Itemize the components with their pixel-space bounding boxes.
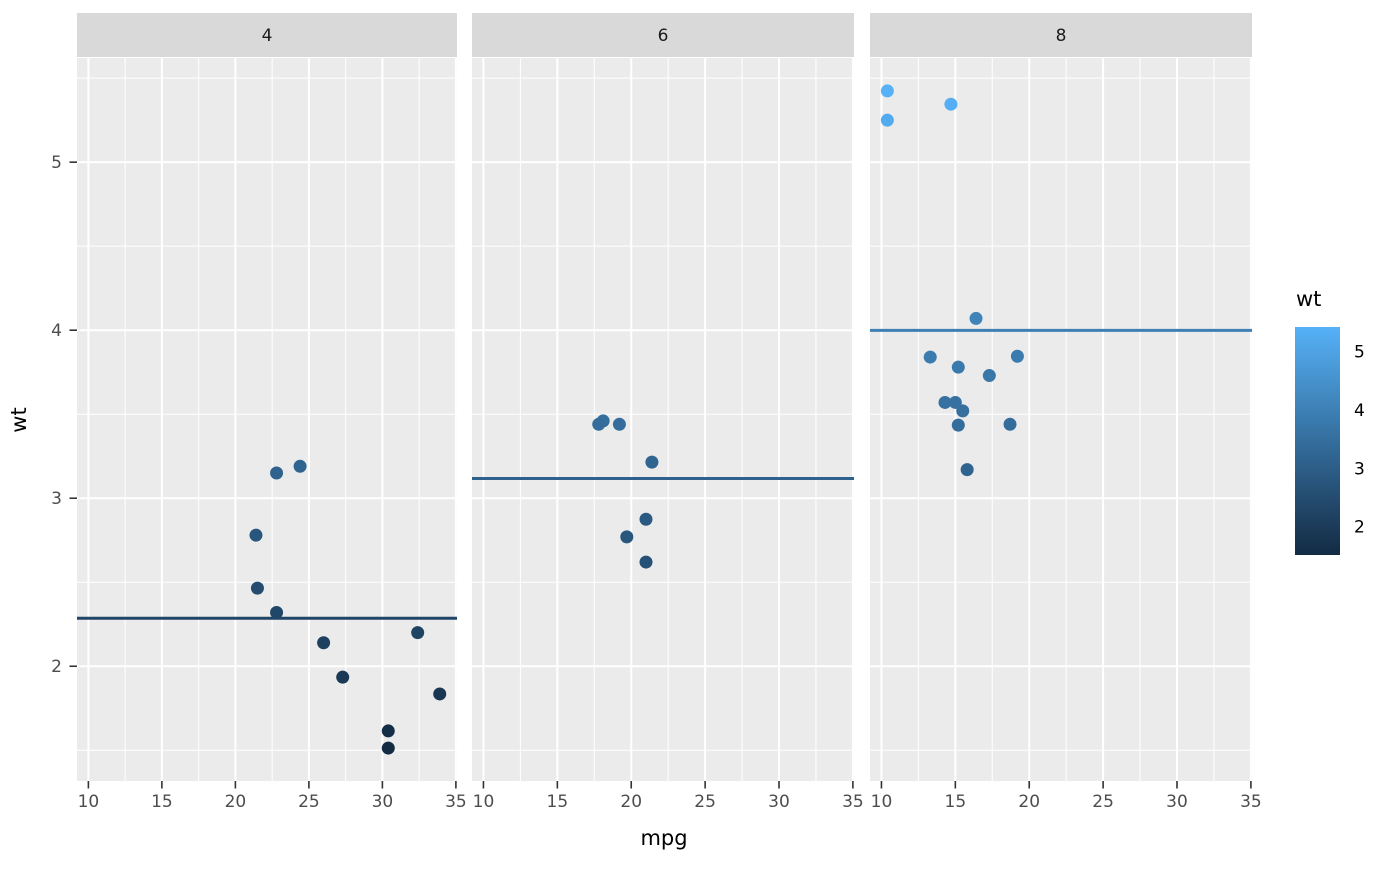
data-point — [620, 530, 634, 544]
data-point — [923, 350, 937, 364]
x-tick-label: 15 — [151, 792, 173, 812]
data-point — [645, 455, 659, 469]
data-point — [951, 360, 965, 374]
legend-tick-label: 2 — [1354, 518, 1365, 538]
data-point — [960, 463, 974, 477]
facet-strip-label: 6 — [658, 26, 669, 46]
data-point — [944, 97, 958, 111]
data-point — [270, 605, 284, 619]
x-tick-label: 35 — [445, 792, 467, 812]
x-axis-title: mpg — [640, 826, 687, 850]
x-tick-label: 20 — [620, 792, 642, 812]
data-point — [951, 418, 965, 432]
facet-strip-label: 4 — [262, 26, 273, 46]
facet-strip-label: 8 — [1056, 26, 1067, 46]
y-tick-label: 5 — [51, 153, 62, 173]
x-tick-label: 35 — [1240, 792, 1262, 812]
x-tick-label: 10 — [871, 792, 893, 812]
data-point — [612, 417, 626, 431]
data-point — [250, 581, 264, 595]
data-point — [381, 724, 395, 738]
data-point — [639, 555, 653, 569]
x-tick-label: 10 — [473, 792, 495, 812]
x-tick-label: 20 — [225, 792, 247, 812]
x-tick-label: 30 — [768, 792, 790, 812]
legend-title: wt — [1296, 287, 1321, 311]
facet-strip — [77, 13, 457, 57]
panel-background — [77, 58, 457, 781]
data-point — [336, 670, 350, 684]
data-point — [411, 626, 425, 640]
x-tick-label: 20 — [1018, 792, 1040, 812]
data-point — [317, 636, 331, 650]
panel-background — [472, 58, 854, 781]
data-point — [433, 687, 447, 701]
legend-tick-label: 4 — [1354, 401, 1365, 421]
data-point — [270, 466, 284, 480]
data-point — [293, 459, 307, 473]
data-point — [1003, 417, 1017, 431]
data-point — [1010, 349, 1024, 363]
data-point — [948, 395, 962, 409]
x-tick-label: 30 — [372, 792, 394, 812]
facet-strip — [472, 13, 854, 57]
legend-tick-label: 3 — [1354, 459, 1365, 479]
data-point — [969, 311, 983, 325]
legend-tick-label: 5 — [1354, 343, 1365, 363]
data-point — [938, 395, 952, 409]
y-tick-label: 4 — [51, 321, 62, 341]
legend-gradient-bar — [1295, 327, 1340, 555]
x-tick-label: 15 — [945, 792, 967, 812]
y-axis-title: wt — [7, 407, 31, 432]
data-point — [249, 528, 263, 542]
x-tick-label: 30 — [1166, 792, 1188, 812]
y-tick-label: 2 — [51, 657, 62, 677]
x-tick-label: 35 — [842, 792, 864, 812]
x-tick-label: 25 — [1092, 792, 1114, 812]
data-point — [982, 369, 996, 383]
facet-strip — [870, 13, 1252, 57]
x-tick-label: 15 — [547, 792, 569, 812]
data-point — [956, 404, 970, 418]
data-point — [592, 417, 606, 431]
x-tick-label: 10 — [78, 792, 100, 812]
x-tick-label: 25 — [298, 792, 320, 812]
y-tick-label: 3 — [51, 489, 62, 509]
panel-background — [870, 58, 1252, 781]
data-point — [880, 113, 894, 127]
data-point — [880, 84, 894, 98]
x-tick-label: 25 — [694, 792, 716, 812]
data-point — [381, 741, 395, 755]
data-point — [639, 512, 653, 526]
